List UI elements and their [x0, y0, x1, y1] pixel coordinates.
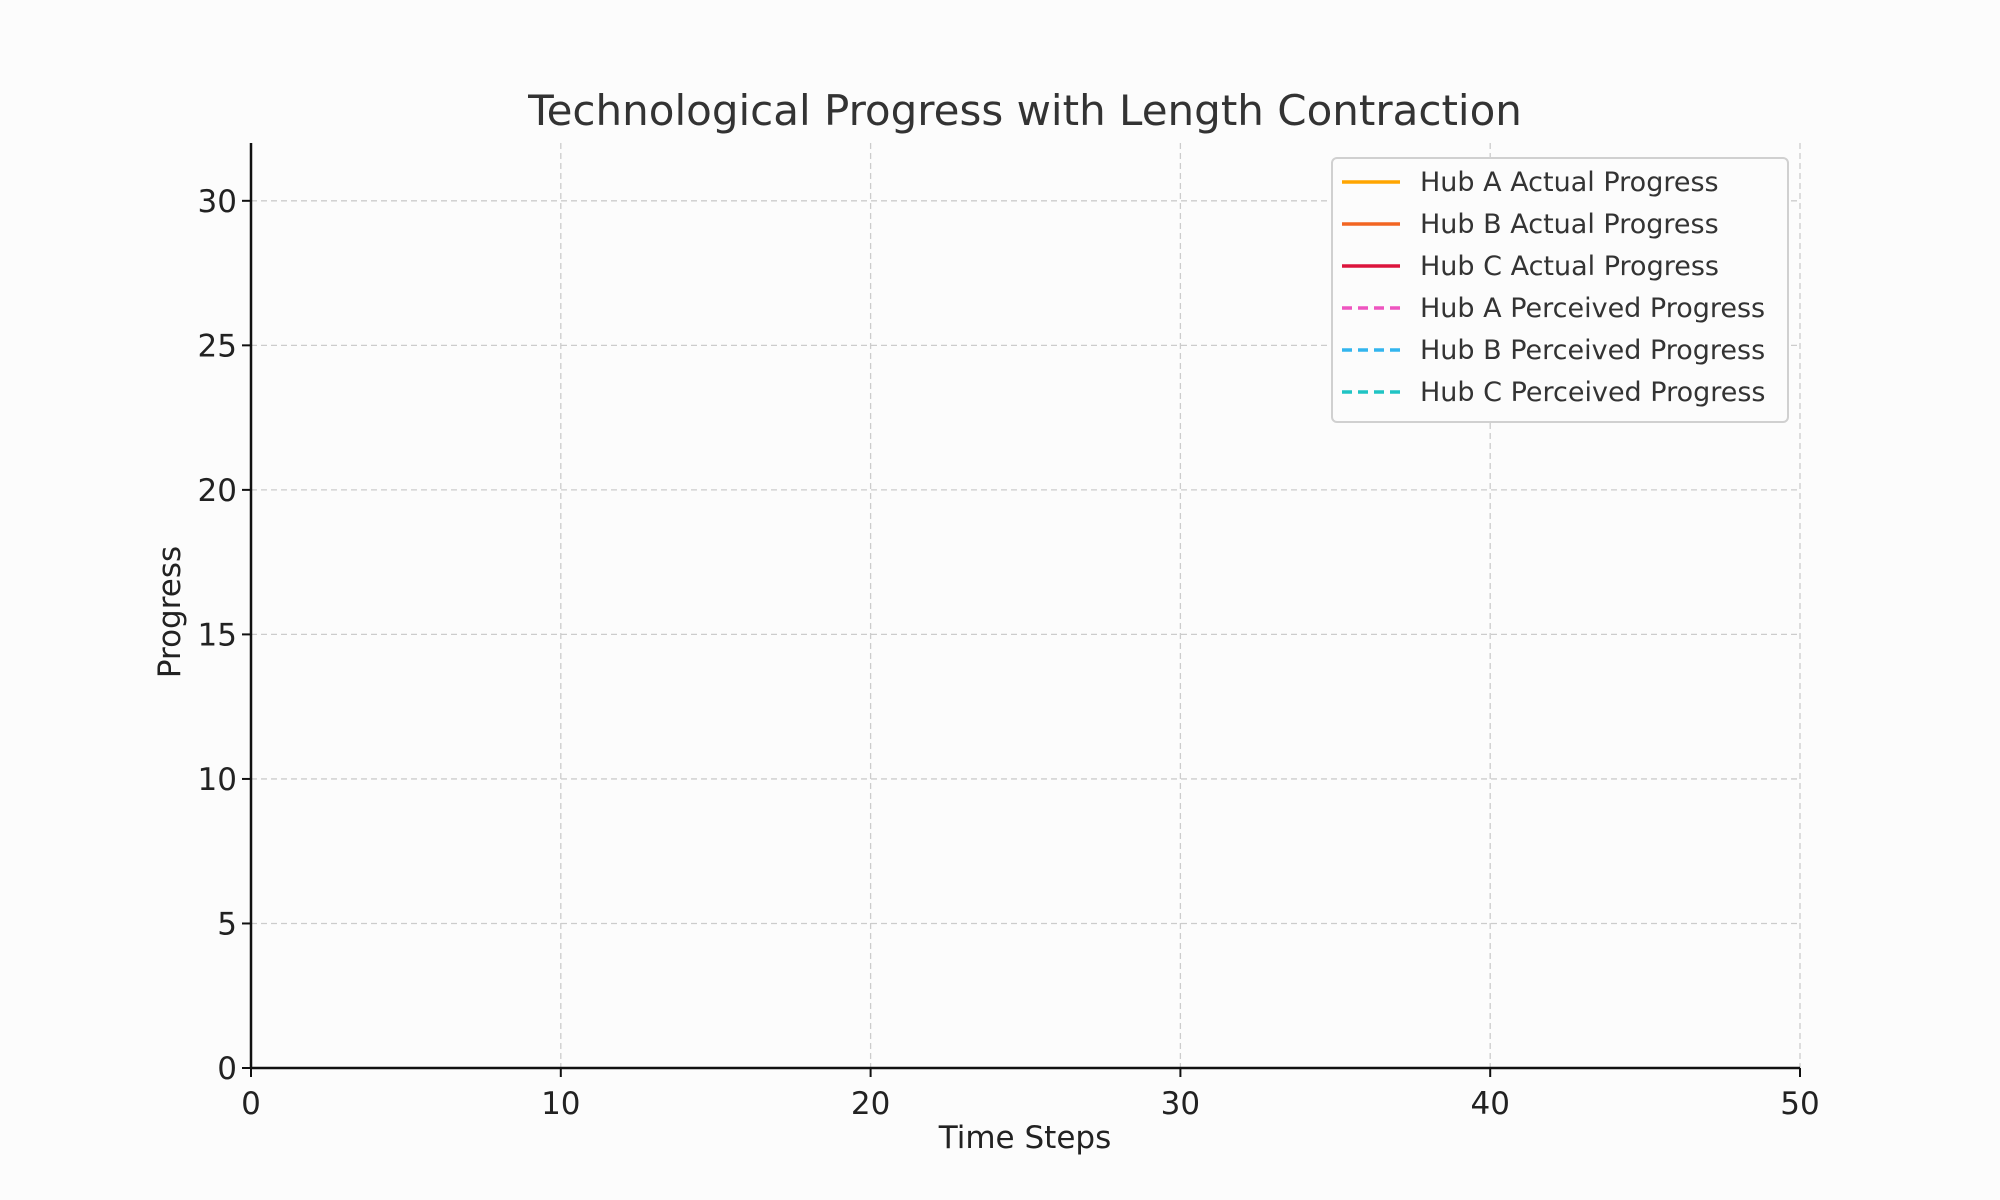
x-axis-label: Time Steps: [938, 1120, 1111, 1156]
legend-label: Hub B Perceived Progress: [1420, 335, 1765, 366]
x-tick-label: 10: [541, 1086, 580, 1122]
legend-box: [1331, 157, 1789, 423]
axes: [242, 143, 1801, 1077]
x-tick-label: 30: [1161, 1086, 1200, 1122]
chart-title: Technological Progress with Length Contr…: [527, 86, 1522, 135]
legend-label: Hub A Actual Progress: [1420, 167, 1719, 198]
legend-label: Hub C Actual Progress: [1420, 251, 1719, 282]
x-tick-label: 40: [1470, 1086, 1509, 1122]
x-tick-label: 20: [851, 1086, 890, 1122]
legend-label: Hub B Actual Progress: [1420, 209, 1719, 240]
y-tick-label: 20: [198, 473, 237, 509]
legend-label: Hub C Perceived Progress: [1420, 377, 1766, 408]
y-tick-label: 0: [217, 1051, 237, 1087]
legend: Hub A Actual Progress Hub B Actual Progre…: [1331, 157, 1789, 423]
y-tick-label: 25: [198, 328, 237, 364]
y-axis-label: Progress: [152, 546, 188, 678]
tick-labels: 0 10 20 30 40 50 0 5 10 15 20 25 30: [198, 184, 1820, 1122]
y-tick-label: 30: [198, 184, 237, 220]
legend-label: Hub A Perceived Progress: [1420, 293, 1765, 324]
y-tick-label: 10: [198, 762, 237, 798]
y-tick-label: 5: [217, 906, 237, 942]
x-tick-label: 0: [241, 1086, 261, 1122]
y-tick-label: 15: [198, 617, 237, 653]
x-tick-label: 50: [1780, 1086, 1819, 1122]
